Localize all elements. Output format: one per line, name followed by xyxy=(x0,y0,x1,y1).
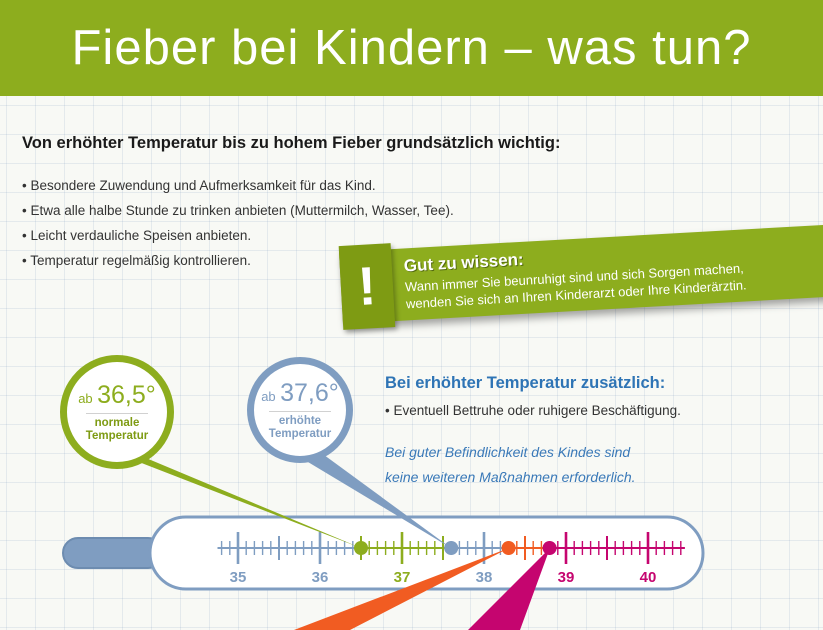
exclamation-icon: ! xyxy=(338,243,396,330)
header-banner: Fieber bei Kindern – was tun? xyxy=(0,0,823,96)
scale-degree-label: 39 xyxy=(558,569,575,586)
normal-temperature-value: ab 36,5° xyxy=(78,381,156,410)
thermometer-illustration: 35 36 37 38 39 40 xyxy=(62,515,705,591)
thermometer-bulb xyxy=(62,537,164,569)
page-title: Fieber bei Kindern – was tun? xyxy=(71,21,752,75)
elevated-note: Bei guter Befindlichkeit des Kindes sind… xyxy=(385,440,795,490)
scale-degree-label: 35 xyxy=(230,569,247,586)
elevated-heading: Bei erhöhter Temperatur zusätzlich: xyxy=(385,374,666,392)
elevated-temp-number: 37,6° xyxy=(280,379,339,407)
intro-bullet: Temperatur regelmäßig kontrollieren. xyxy=(22,248,752,273)
scale-degree-label: 38 xyxy=(476,569,493,586)
normal-temp-number: 36,5° xyxy=(97,381,156,409)
normal-temp-prefix: ab xyxy=(78,391,93,406)
intro-heading: Von erhöhter Temperatur bis zu hohem Fie… xyxy=(22,134,561,152)
elevated-temperature-bubble: ab 37,6° erhöhte Temperatur xyxy=(247,357,353,463)
elevated-note-line2: keine weiteren Maßnahmen erforderlich. xyxy=(385,469,636,485)
intro-section: Von erhöhter Temperatur bis zu hohem Fie… xyxy=(22,134,752,273)
intro-bullet: Leicht verdauliche Speisen anbieten. xyxy=(22,223,752,248)
elevated-temperature-value: ab 37,6° xyxy=(261,379,339,408)
intro-bullet: Besondere Zuwendung und Aufmerksamkeit f… xyxy=(22,173,752,198)
elevated-temperature-section: Bei erhöhter Temperatur zusätzlich: Even… xyxy=(385,374,795,490)
intro-bullet-list: Besondere Zuwendung und Aufmerksamkeit f… xyxy=(22,173,752,273)
scale-degree-label: 37 xyxy=(394,569,411,586)
intro-bullet: Etwa alle halbe Stunde zu trinken anbiet… xyxy=(22,198,752,223)
scale-degree-label: 36 xyxy=(312,569,329,586)
normal-temperature-bubble: ab 36,5° normale Temperatur xyxy=(60,355,174,469)
scale-degree-label: 40 xyxy=(640,569,657,586)
elevated-temp-prefix: ab xyxy=(261,389,276,404)
elevated-bullet: Eventuell Bettruhe oder ruhigere Beschäf… xyxy=(385,403,795,418)
elevated-temperature-label: erhöhte Temperatur xyxy=(268,411,332,441)
normal-temperature-label: normale Temperatur xyxy=(85,413,149,443)
elevated-note-line1: Bei guter Befindlichkeit des Kindes sind xyxy=(385,444,631,460)
